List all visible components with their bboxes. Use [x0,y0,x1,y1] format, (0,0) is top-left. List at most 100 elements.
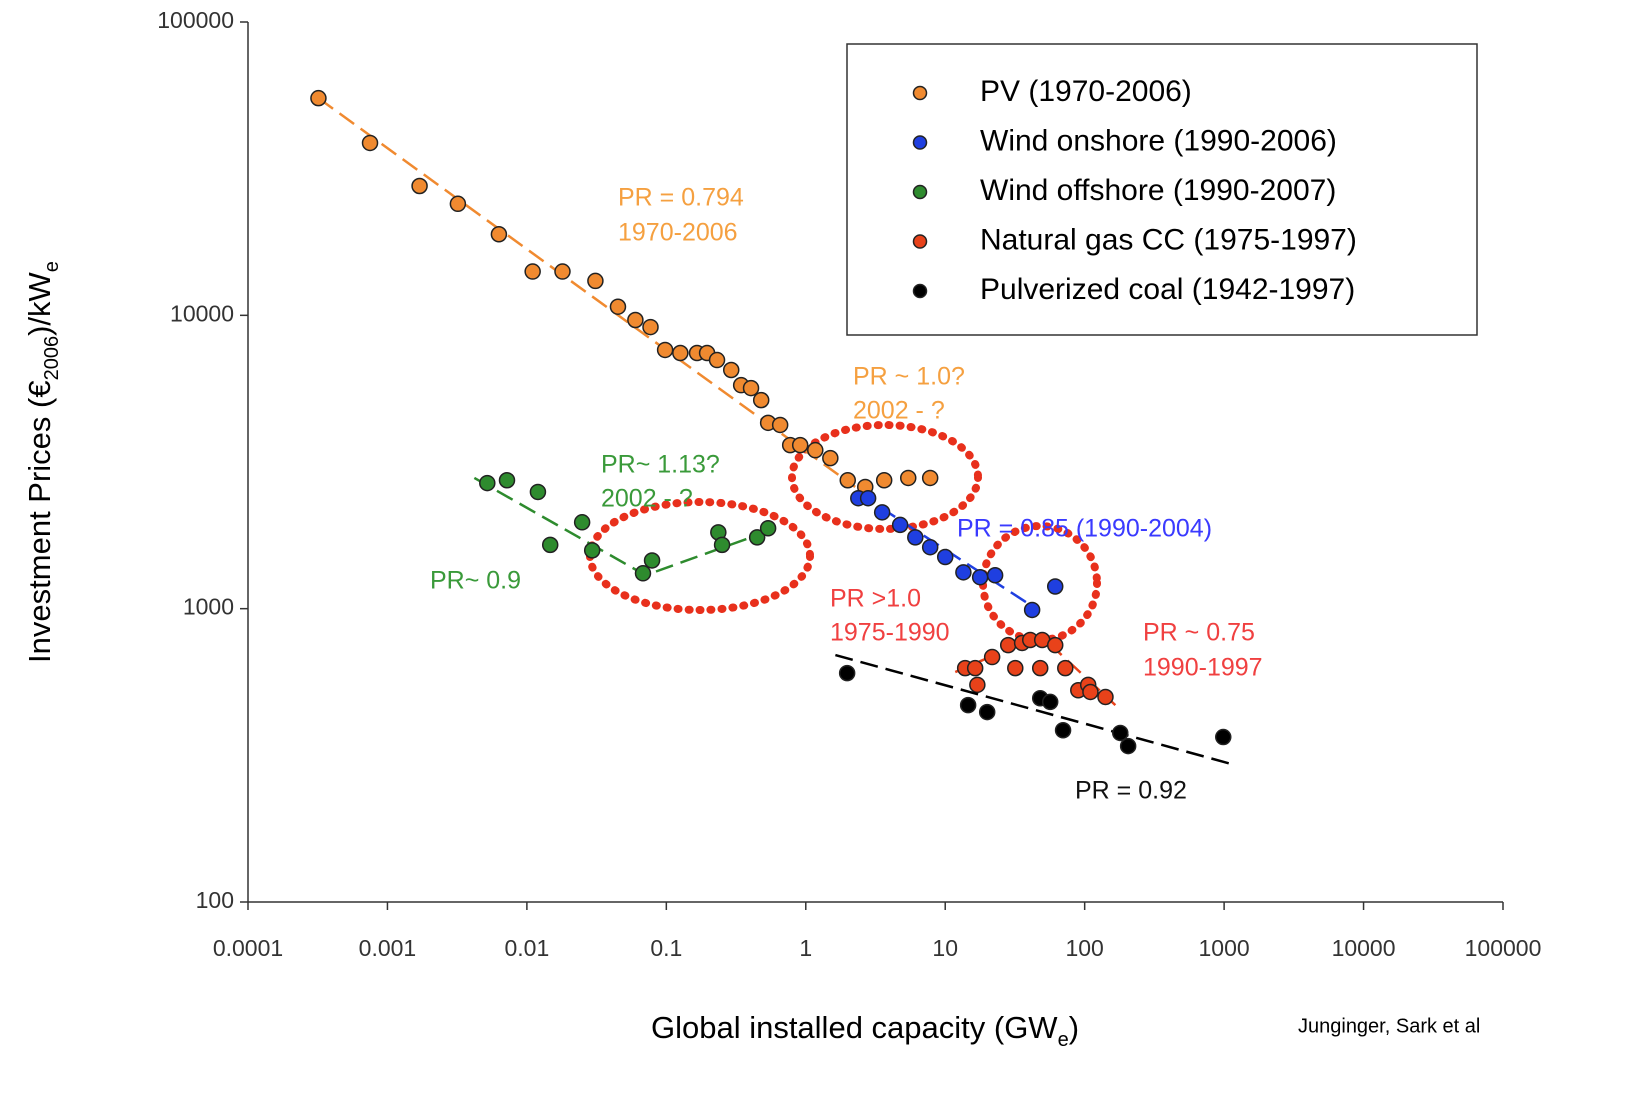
data-point [529,483,547,501]
data-point [983,648,1001,666]
legend-marker [912,85,928,101]
data-point [822,449,839,467]
annotation: 2002 - ? [853,397,945,425]
x-tick-label: 100000 [1465,935,1542,961]
x-tick-label: 100 [1065,935,1103,961]
data-point [524,263,541,280]
data-point [1023,601,1041,619]
data-point [807,441,824,459]
data-point [361,134,379,152]
x-axis-label: Global installed capacity (GWe) [651,1010,1079,1051]
legend-marker [912,234,928,249]
data-point [1046,578,1064,595]
data-point [609,298,627,315]
data-point [1041,693,1059,711]
annotation: 2002 - ? [601,485,693,513]
data-point [583,542,601,559]
source-credit: Junginger, Sark et al [1298,1015,1480,1037]
data-point [1097,688,1114,706]
data-point [713,536,731,554]
data-point [742,379,760,397]
y-axis-label: Investment Prices (€2006)/kWe [22,261,63,663]
data-point [999,636,1017,654]
data-point [838,664,856,682]
data-point [771,416,789,434]
data-point [722,361,740,379]
data-point [986,566,1004,584]
legend-label: Pulverized coal (1942-1997) [980,273,1355,306]
data-point [969,676,986,694]
x-tick-label: 10 [932,935,958,961]
data-point [449,195,467,213]
data-point [859,489,877,507]
highlight-ellipse [788,421,982,533]
data-point [752,391,770,409]
annotation: PR = 0.794 [618,184,744,212]
data-point [573,514,591,531]
data-point [873,504,891,521]
data-point [498,472,516,489]
highlight-ellipse [586,498,814,614]
data-point [541,536,559,554]
data-point [634,565,652,582]
data-point [1046,636,1064,654]
data-point [1007,659,1024,677]
data-point [310,89,327,107]
data-point [672,344,689,362]
highlight-ellipse [979,522,1101,644]
data-point [479,474,496,492]
data-point [875,472,893,489]
legend-label: Natural gas CC (1975-1997) [980,223,1357,256]
annotation: PR~ 0.9 [430,567,521,595]
data-point [891,516,909,534]
data-point [1057,659,1074,677]
annotation: PR ~ 1.0? [853,363,965,391]
data-point [1082,683,1099,701]
annotation: 1990-1997 [1143,654,1263,682]
data-point [642,318,659,336]
data-point [1054,722,1072,739]
data-point [759,519,777,537]
legend-label: PV (1970-2006) [980,75,1192,108]
data-point [490,225,508,243]
data-point [627,311,644,329]
annotation: PR ~ 0.75 [1143,619,1255,647]
data-point [1112,724,1129,742]
data-point [791,436,809,454]
annotation: PR = 0.92 [1075,777,1187,805]
trend-line [835,653,1236,767]
annotation: PR~ 1.13? [601,451,720,479]
legend-box [846,43,1478,336]
x-tick-label: 10000 [1332,935,1396,961]
data-point [921,538,939,556]
annotation: PR = 0.85 (1990-2004) [957,515,1212,543]
data-point [959,696,977,714]
data-point [955,564,972,581]
annotation: 1970-2006 [618,219,738,247]
x-tick-label: 0.01 [505,935,550,961]
data-point [748,529,766,546]
y-tick-label: 100 [196,887,234,913]
data-point [1119,737,1137,755]
data-point [839,472,857,489]
y-tick-label: 100000 [157,7,234,33]
data-point [554,263,571,280]
y-tick-label: 10000 [170,300,234,326]
legend-marker [912,283,928,299]
x-tick-label: 0.0001 [213,935,283,961]
data-point [971,568,989,586]
annotation: PR >1.0 [830,585,921,613]
annotation: 1975-1990 [830,619,950,647]
data-point [966,659,984,677]
data-point [656,341,674,359]
legend-marker [912,184,928,200]
data-point [1215,728,1232,746]
x-tick-label: 0.001 [359,935,417,961]
data-point [978,703,996,721]
legend-marker [912,135,928,150]
data-point [899,469,917,487]
legend-label: Wind offshore (1990-2007) [980,174,1336,207]
y-tick-label: 1000 [183,594,234,620]
x-tick-label: 1000 [1199,935,1250,961]
